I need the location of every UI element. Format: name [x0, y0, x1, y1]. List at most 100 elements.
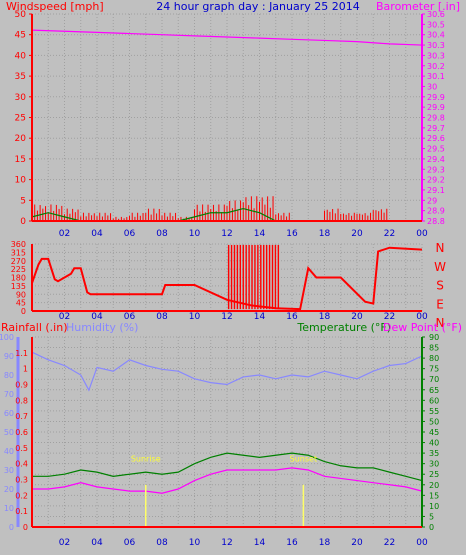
barometer-tick-label: 29.7	[427, 124, 445, 133]
rainfall-tick-label: 0.1	[15, 507, 28, 516]
x-tick-label: 18	[319, 538, 331, 548]
x-tick-label: 04	[91, 229, 103, 239]
windspeed-tick-label: 40	[15, 51, 27, 61]
x-tick-label: 12	[221, 538, 232, 548]
windspeed-tick-label: 30	[15, 93, 27, 103]
x-tick-label: 16	[286, 538, 298, 548]
barometer-tick-label: 30.3	[427, 41, 445, 50]
barometer-tick-label: 29.5	[427, 145, 445, 154]
temperature-tick-label: 65	[429, 386, 439, 395]
rainfall-tick-label: 0	[23, 523, 28, 532]
direction-tick-label: 135	[11, 282, 26, 291]
barometer-tick-label: 29.9	[427, 103, 445, 112]
humidity-tick-label: 30	[4, 466, 14, 475]
x-tick-label: 04	[91, 538, 103, 548]
windspeed-tick-label: 35	[15, 72, 26, 82]
humidity-tick-label: 20	[4, 485, 14, 494]
direction-tick-label: 225	[11, 265, 26, 274]
direction-tick-label: 360	[11, 240, 26, 249]
rainfall-tick-label: 0.9	[15, 381, 28, 390]
windspeed-tick-label: 10	[15, 176, 27, 186]
barometer-tick-label: 30.5	[427, 20, 445, 29]
rainfall-tick-label: 0.4	[15, 460, 28, 469]
x-tick-label: 00	[416, 312, 428, 322]
temperature-tick-label: 90	[429, 333, 439, 342]
temperature-tick-label: 25	[429, 470, 439, 479]
humidity-tick-label: 70	[4, 390, 14, 399]
windspeed-tick-label: 25	[15, 114, 26, 124]
x-tick-label: 12	[221, 229, 232, 239]
temperature-tick-label: 20	[429, 481, 439, 490]
x-tick-label: 22	[384, 312, 395, 322]
barometer-line	[31, 29, 423, 46]
barometer-tick-label: 29.4	[427, 155, 445, 164]
barometer-tick-label: 29.6	[427, 134, 445, 143]
barometer-tick-label: 29.8	[427, 114, 445, 123]
humidity-tick-label: 100	[0, 333, 14, 342]
humidity-tick-label: 0	[9, 523, 14, 532]
x-tick-label: 22	[384, 538, 395, 548]
temperature-tick-label: 0	[429, 523, 434, 532]
barometer-tick-label: 30.3	[427, 51, 445, 60]
windspeed-tick-label: 5	[20, 196, 26, 206]
barometer-tick-label: 29.3	[427, 165, 445, 174]
barometer-tick-label: 29.9	[427, 93, 445, 102]
barometer-tick-label: 30.6	[427, 10, 445, 19]
windspeed-tick-label: 15	[15, 155, 26, 165]
barometer-tick-label: 30.1	[427, 72, 445, 81]
compass-label: E	[436, 297, 444, 311]
x-tick-label: 20	[351, 538, 363, 548]
x-tick-label: 06	[124, 229, 136, 239]
barometer-tick-label: 29.1	[427, 186, 445, 195]
x-tick-label: 00	[416, 538, 428, 548]
barometer-axis-label: Barometer [.in]	[376, 0, 460, 13]
x-tick-label: 08	[156, 538, 168, 548]
temperature-tick-label: 15	[429, 491, 439, 500]
direction-tick-label: 0	[21, 307, 26, 316]
rainfall-tick-label: 0.8	[15, 396, 28, 405]
x-tick-label: 14	[254, 229, 266, 239]
temperature-tick-label: 5	[429, 512, 434, 521]
barometer-tick-label: 28.9	[427, 207, 445, 216]
x-tick-label: 16	[286, 312, 298, 322]
x-tick-label: 18	[319, 229, 331, 239]
windspeed-tick-label: 45	[15, 31, 26, 41]
barometer-tick-label: 30	[427, 82, 437, 91]
humidity-tick-label: 50	[4, 428, 14, 437]
humidity-tick-label: 40	[4, 447, 14, 456]
temperature-tick-label: 45	[429, 428, 439, 437]
humidity-tick-label: 60	[4, 409, 14, 418]
compass-label: N	[436, 316, 445, 330]
dew-point-f-line	[32, 467, 423, 494]
rainfall-tick-label: 1.1	[15, 349, 28, 358]
x-tick-label: 02	[59, 229, 70, 239]
windspeed-tick-label: 0	[20, 217, 26, 227]
temperature-tick-label: 80	[429, 354, 439, 363]
windspeed-tick-label: 50	[15, 10, 27, 20]
direction-tick-label: 315	[11, 248, 26, 257]
x-tick-label: 10	[189, 538, 201, 548]
humidity-axis-label: Humidity (%)	[66, 321, 138, 334]
x-tick-label: 00	[416, 229, 428, 239]
humidity-tick-label: 90	[4, 352, 14, 361]
barometer-tick-label: 30.2	[427, 62, 445, 71]
humidity-line	[31, 351, 423, 392]
direction-tick-label: 180	[11, 274, 26, 283]
rainfall-tick-label: 0.7	[15, 412, 28, 421]
x-tick-label: 18	[319, 312, 331, 322]
temperature-tick-label: 60	[429, 396, 439, 405]
x-tick-label: 06	[124, 312, 136, 322]
temperature-tick-label: 30	[429, 460, 439, 469]
rainfall-tick-label: 1	[23, 365, 28, 374]
x-tick-label: 08	[156, 312, 168, 322]
humidity-tick-label: 80	[4, 371, 14, 380]
x-tick-label: 12	[221, 312, 232, 322]
temperature-f-line	[32, 452, 423, 482]
direction-tick-label: 90	[16, 290, 26, 299]
temperature-tick-label: 50	[429, 417, 439, 426]
barometer-tick-label: 29.2	[427, 176, 445, 185]
barometer-tick-label: 30.4	[427, 31, 445, 40]
x-tick-label: 14	[254, 312, 266, 322]
windspeed-axis-label: Windspeed [mph]	[6, 0, 104, 13]
